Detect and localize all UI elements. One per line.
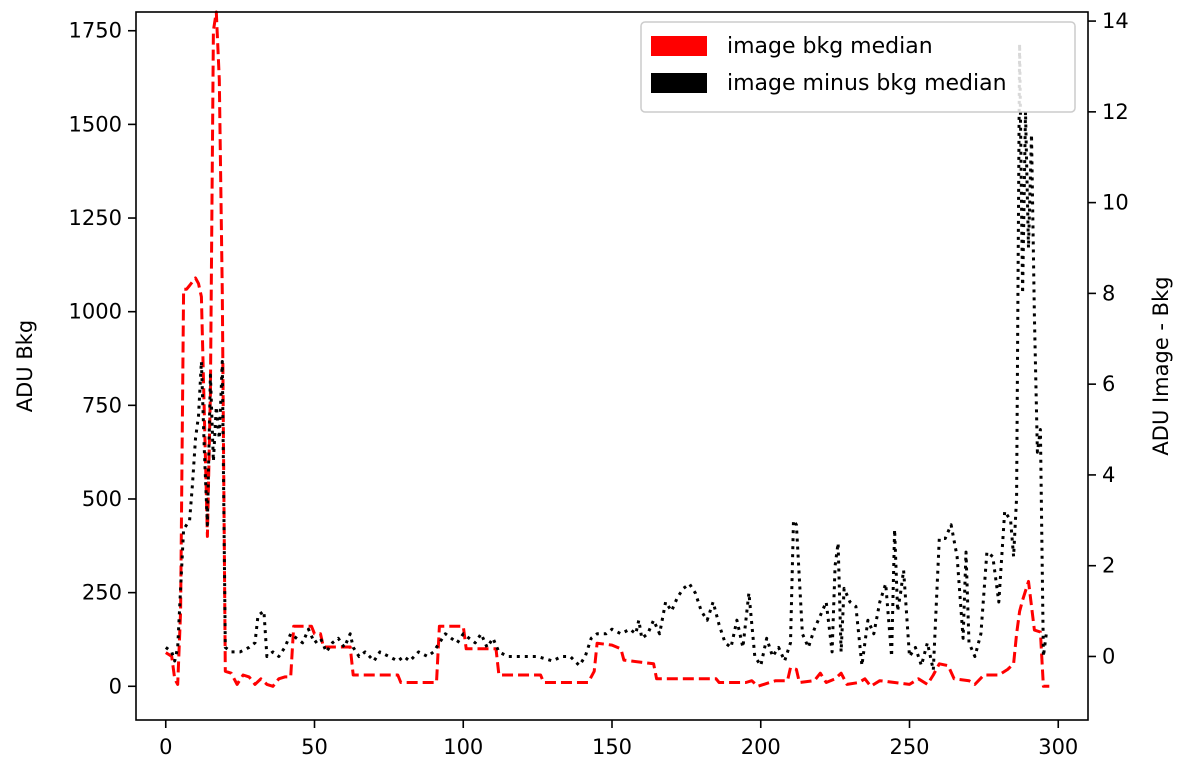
legend: image bkg median image minus bkg median <box>640 21 1076 113</box>
left-tick-label: 1000 <box>69 300 122 324</box>
right-tick-label: 0 <box>1102 644 1115 668</box>
plot-frame <box>135 11 1089 721</box>
left-y-axis: 0 250 500 750 1000 1250 1500 1750 <box>69 19 136 698</box>
series-line-2 <box>164 42 1050 672</box>
right-tick-label: 2 <box>1102 554 1115 578</box>
legend-label: image minus bkg median <box>727 71 1007 96</box>
left-tick-label: 750 <box>82 393 122 417</box>
left-tick-label: 1250 <box>69 206 122 230</box>
left-axis-title: ADU Bkg <box>13 320 37 412</box>
x-tick-label: 100 <box>443 735 483 759</box>
right-axis-title: ADU Image - Bkg <box>1149 276 1173 455</box>
x-tick-label: 300 <box>1038 735 1078 759</box>
x-axis: 0 50 100 150 200 250 300 <box>159 720 1078 759</box>
x-tick-label: 50 <box>301 735 328 759</box>
legend-box <box>640 21 1076 113</box>
series-layer <box>164 10 1050 688</box>
right-y-axis: 0 2 4 6 8 10 12 14 <box>1088 9 1129 668</box>
left-tick-label: 0 <box>109 674 122 698</box>
x-tick-label: 200 <box>741 735 781 759</box>
legend-label: image bkg median <box>727 34 933 59</box>
series-line-1 <box>165 10 1050 688</box>
x-tick-label: 250 <box>889 735 929 759</box>
right-tick-label: 6 <box>1102 372 1115 396</box>
right-tick-label: 4 <box>1102 463 1115 487</box>
right-tick-label: 10 <box>1102 191 1129 215</box>
right-tick-label: 12 <box>1102 100 1129 124</box>
left-tick-label: 1750 <box>69 19 122 43</box>
legend-swatch <box>651 36 707 56</box>
left-tick-label: 1500 <box>69 112 122 136</box>
left-tick-label: 250 <box>82 581 122 605</box>
legend-swatch <box>651 73 707 93</box>
right-tick-label: 8 <box>1102 281 1115 305</box>
x-tick-label: 0 <box>159 735 172 759</box>
left-tick-label: 500 <box>82 487 122 511</box>
x-tick-label: 150 <box>592 735 632 759</box>
right-tick-label: 14 <box>1102 9 1129 33</box>
